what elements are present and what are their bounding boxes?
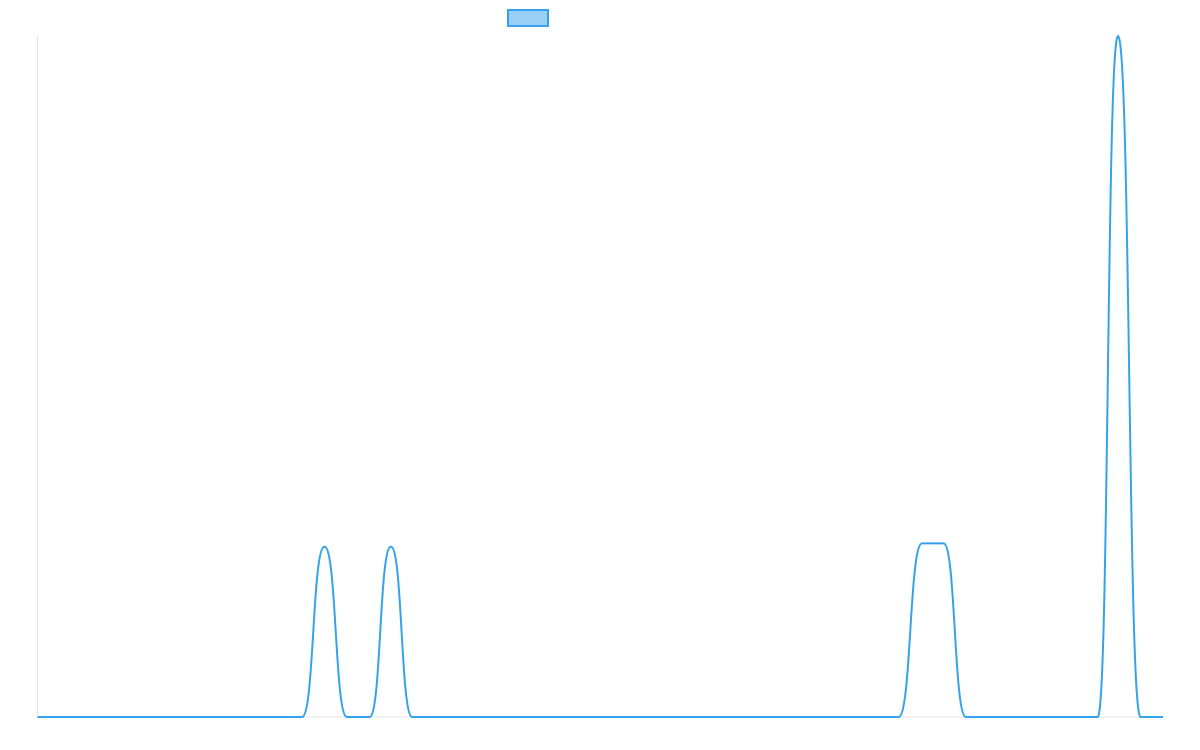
axes — [37, 36, 1163, 718]
legend[interactable] — [507, 9, 549, 27]
data-point[interactable] — [1115, 33, 1121, 39]
data-point[interactable] — [896, 714, 902, 720]
legend-swatch[interactable] — [507, 9, 549, 27]
data-point[interactable] — [1160, 714, 1166, 720]
data-point[interactable] — [299, 714, 305, 720]
data-point[interactable] — [388, 544, 394, 550]
data-point[interactable] — [919, 540, 925, 546]
data-point[interactable] — [322, 544, 328, 550]
series-layer — [35, 33, 1166, 720]
data-point[interactable] — [35, 714, 41, 720]
data-point[interactable] — [409, 714, 415, 720]
data-point[interactable] — [344, 714, 350, 720]
data-point[interactable] — [1137, 714, 1143, 720]
data-point[interactable] — [1095, 714, 1101, 720]
data-point[interactable] — [367, 714, 373, 720]
data-point[interactable] — [963, 714, 969, 720]
series-line — [37, 35, 1163, 718]
data-point[interactable] — [941, 540, 947, 546]
